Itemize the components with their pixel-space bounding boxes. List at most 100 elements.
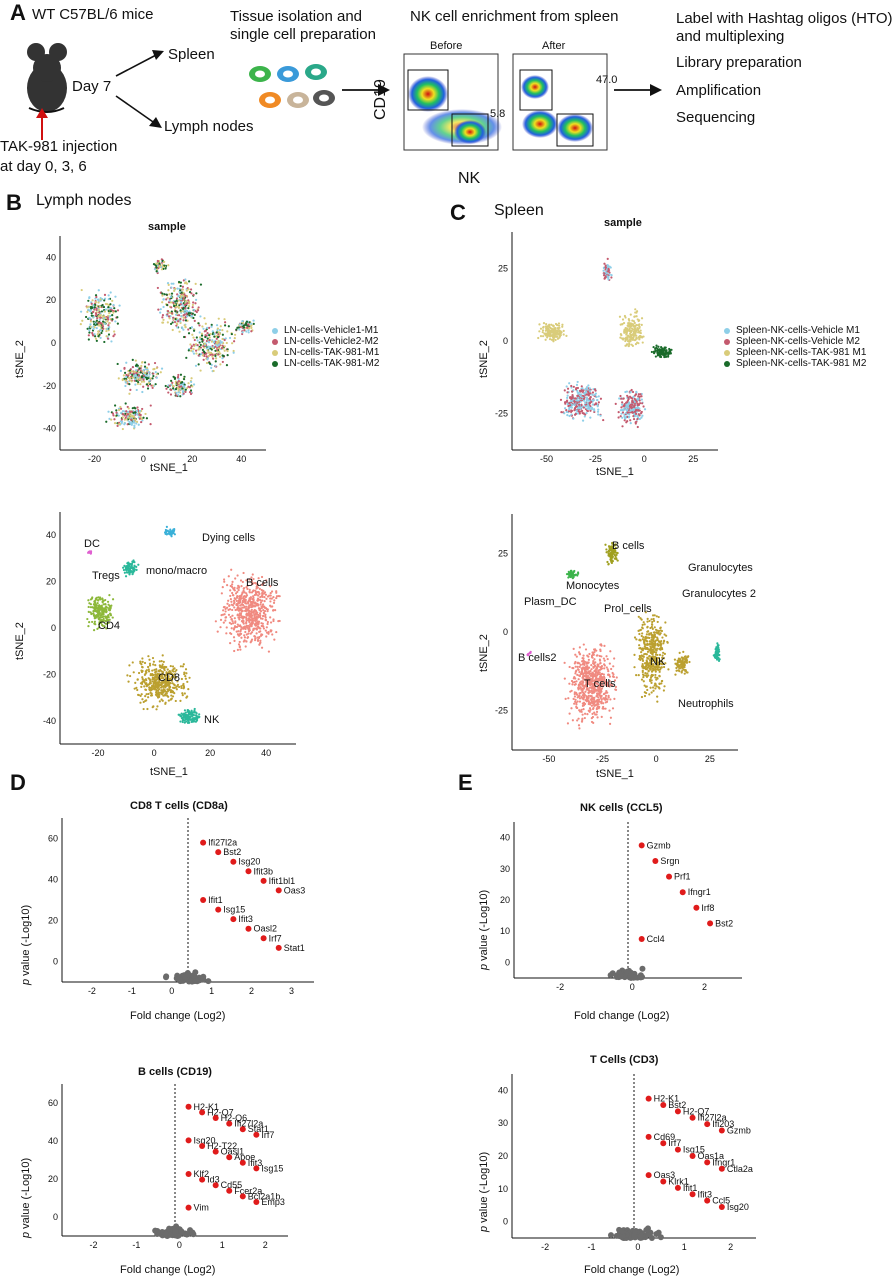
tsne-point [85,306,89,309]
tsne-point [155,376,158,379]
tsne-point [557,332,560,335]
tsne-cluster-cd8 [155,688,158,692]
tsne-cluster-nk [656,665,659,669]
tsne-cluster-cd8 [132,671,135,674]
tsne-point [144,412,147,416]
step-1b: and multiplexing [676,28,785,45]
tsne-point [183,335,186,339]
tsne-cluster-bcells [242,587,245,590]
tsne-point [93,308,96,311]
tsne-point [619,394,622,398]
tsne-point [182,302,185,305]
tsne-point [242,324,246,327]
tsne-cluster-bcells [275,591,278,594]
tsne-point [635,315,638,318]
tsne-point [641,414,644,417]
tsne-point [180,385,183,388]
tsne-point [142,385,145,388]
tsne-point [174,388,178,391]
tsne-cluster-bcells [233,589,236,592]
tsne-point [556,329,559,333]
tsne-point [127,416,130,419]
tsne-cluster-bcells [257,621,260,624]
tsne-cluster-bcells [266,610,269,613]
tsne-cluster-cd8 [158,693,161,696]
tsne-cluster-tcells [595,695,598,698]
tsne-point [607,276,610,279]
tsne-cluster-tcells [581,690,584,693]
tsne-point [187,385,190,388]
tsne-cluster-cd8 [168,687,171,690]
tsne-point [634,338,637,341]
tsne-cluster-tcells [594,677,597,680]
tsne-point [546,325,549,328]
tsne-point [630,403,634,406]
tsne-point [211,330,214,333]
tsne-point [183,303,186,306]
tsne-cluster-bcells [236,574,239,577]
tsne-cluster-bcells [237,609,240,612]
tsne-cluster-bcells [241,606,244,609]
tsne-cluster-nk [640,634,643,638]
legend-c-item: Spleen-NK-cells-Vehicle M2 [724,336,866,347]
tsne-point [556,337,560,340]
tsne-point [131,414,134,417]
tsne-cluster-cd8 [135,686,138,689]
tsne-point [140,420,143,424]
tsne-cluster-cd8 [170,672,174,676]
tsne-cluster-tcells [577,717,580,720]
tsne-point [623,402,626,406]
tsne-point [87,305,90,308]
tsne-cluster-bcells [245,592,248,595]
tsne-point [156,262,159,265]
tsne-point [216,327,219,330]
tsne-cluster-nk [650,675,654,678]
tsne-cluster-cd8 [176,680,179,683]
step-3: Amplification [676,82,762,99]
tsne-point [630,337,633,340]
cluster-label-dying: Dying cells [202,532,256,544]
tsne-point [112,303,115,307]
tsne-point [585,393,588,396]
tsne-point [118,304,121,307]
tsne-point [624,316,627,319]
tsne-cluster-cd4 [98,604,101,607]
tsne-point [655,344,658,347]
tsne-cluster-cd8 [170,679,174,682]
tsne-cluster-tcells [605,689,608,693]
tsne-cluster-bcells [222,621,225,624]
tsne-point [118,408,121,412]
tsne-point [557,322,561,325]
tsne-point [217,340,220,343]
tsne-cluster-cd8 [156,692,159,696]
tsne-point [622,405,625,408]
tsne-cluster-cd4 [100,613,103,616]
tsne-cluster-cd8 [155,681,159,685]
tsne-b1-ytick: -20 [43,381,56,391]
tsne-point [191,303,195,307]
tsne-cluster-bcells [225,584,229,587]
tsne-cluster-tcells [600,644,603,647]
tsne-point [170,379,173,382]
tsne-point [545,322,548,326]
tsne-point [214,349,217,352]
tsne-cluster-bcells [249,614,252,617]
tsne-cluster-bcells [224,607,227,610]
tsne-cluster-tcells [582,654,585,657]
legend-b-label-3: LN-cells-TAK-981-M2 [284,358,380,369]
tsne-point [124,416,127,419]
tsne-point [133,426,136,429]
tsne-cluster-tregs [128,573,131,576]
tsne-cluster-tcells [591,697,594,700]
tsne-cluster-cd8 [157,685,160,689]
tsne-cluster-bcells [250,602,253,605]
tsne-point [197,306,200,309]
tsne-point [189,288,193,291]
tsne-cluster-cd8 [183,671,186,674]
tsne-cluster-bcells [259,639,262,642]
tsne-point [185,300,188,303]
tsne-point [582,399,586,402]
tsne-cluster-bcells [266,620,269,624]
tsne-point [584,402,587,405]
tsne-point [183,282,187,285]
